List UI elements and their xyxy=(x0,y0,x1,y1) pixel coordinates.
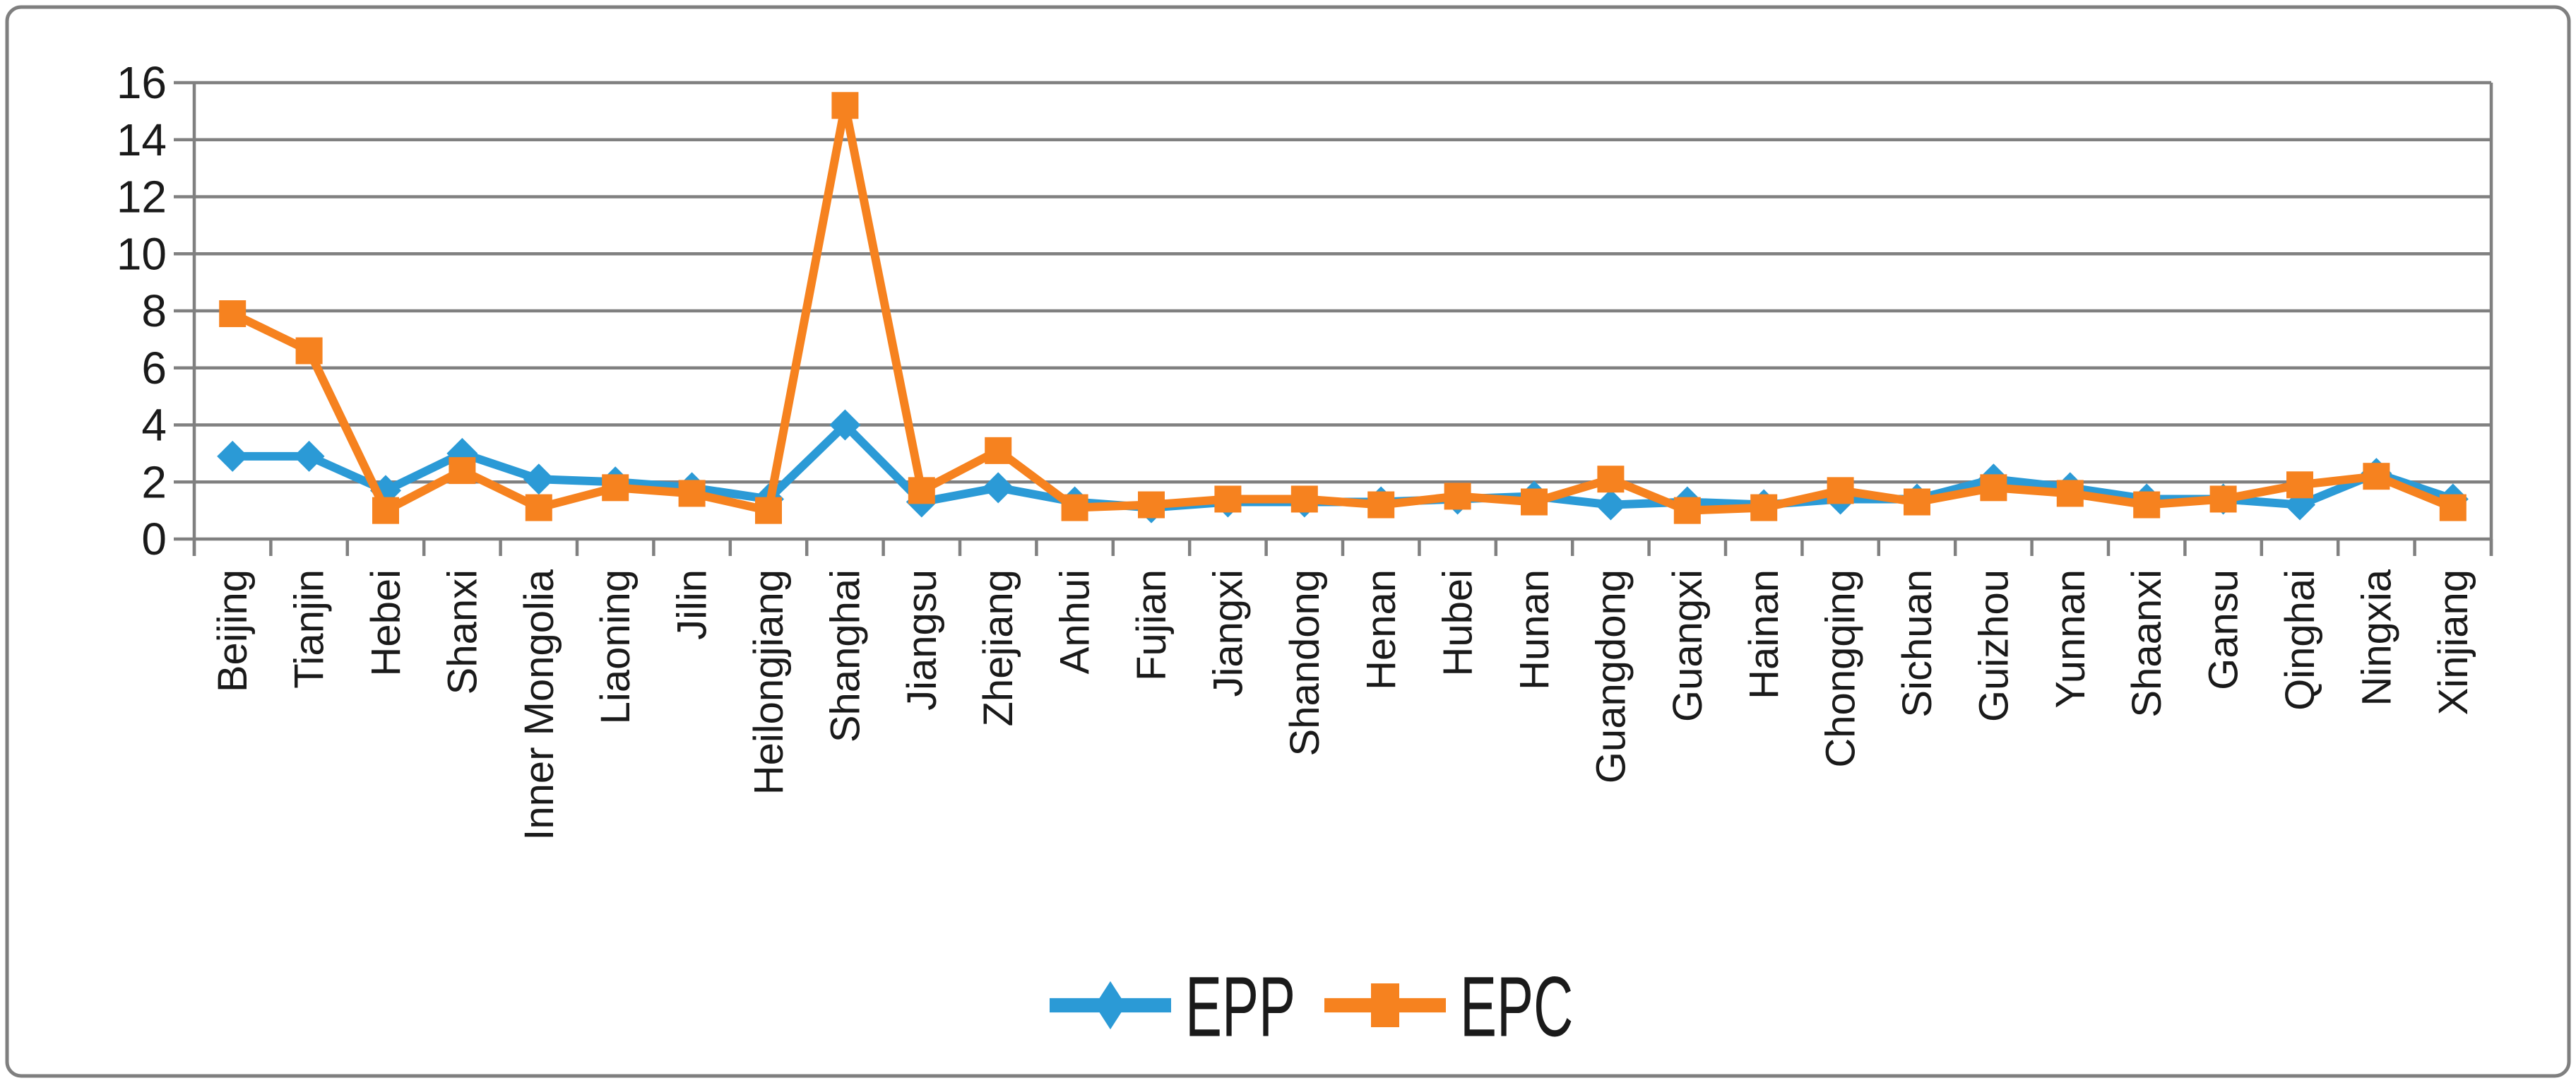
gridlines xyxy=(174,81,2491,541)
epc-marker-square xyxy=(1827,477,1854,504)
epp-marker-diamond xyxy=(217,440,249,472)
x-tick-label: Chongqing xyxy=(1818,569,1864,768)
x-tick-label: Shandong xyxy=(1282,569,1328,756)
figure-border xyxy=(5,5,2571,1078)
epc-marker-square xyxy=(1444,483,1471,510)
x-tick-label: Beijing xyxy=(210,569,256,692)
epc-marker-square xyxy=(1061,494,1088,521)
epc-marker-square xyxy=(2056,480,2084,507)
epp-marker-diamond xyxy=(829,409,861,441)
x-tick-label: Tianjin xyxy=(287,569,333,689)
x-tick-label: Shanxi xyxy=(439,569,485,694)
epc-line xyxy=(230,101,2455,515)
epc-marker-square xyxy=(908,477,935,504)
epc-marker-square xyxy=(678,480,706,507)
x-tick-label: Gansu xyxy=(2201,569,2247,690)
x-tick-label: Hainan xyxy=(1741,569,1787,699)
epc-marker-square xyxy=(1138,491,1165,519)
x-tick-label: Hubei xyxy=(1435,569,1481,677)
epc-marker-square xyxy=(1980,474,2007,502)
x-tick-label: Sichuan xyxy=(1894,569,1940,718)
epc-marker-square xyxy=(2133,491,2161,519)
x-tick-label: Inner Mongolia xyxy=(516,569,562,840)
x-tick-label: Qinghai xyxy=(2277,569,2323,711)
epp-marker-diamond xyxy=(293,440,325,472)
x-tick-label: Guizhou xyxy=(1971,569,2017,722)
epp-marker-diamond xyxy=(983,472,1014,504)
y-tick-label: 8 xyxy=(141,285,167,336)
epp-legend-label: EPP xyxy=(1185,959,1295,1054)
epc-marker-square xyxy=(1750,494,1778,521)
x-tick-label: Xinjiang xyxy=(2430,569,2476,715)
x-tick-label: Liaoning xyxy=(593,569,639,724)
y-tick-label: 0 xyxy=(141,514,167,564)
epc-marker-square xyxy=(219,300,247,328)
x-tick-label: Zhejiang xyxy=(975,569,1021,726)
x-tick-label: Jiangxi xyxy=(1205,569,1251,697)
epc-marker-square xyxy=(831,92,859,119)
epc-marker-square xyxy=(1214,485,1242,513)
axes xyxy=(192,83,2493,556)
x-tick-label: Fujian xyxy=(1129,569,1175,681)
epc-marker-square xyxy=(2439,494,2467,521)
series-epc xyxy=(219,92,2467,524)
x-tick-label: Ningxia xyxy=(2354,569,2399,706)
epc-legend-square-icon xyxy=(1371,983,1399,1027)
epc-marker-square xyxy=(525,494,552,521)
epc-marker-square xyxy=(1290,485,1318,513)
y-tick-label: 12 xyxy=(117,172,167,223)
x-tick-label: Hebei xyxy=(363,569,409,677)
legend: EPP EPC xyxy=(1050,959,1573,1055)
epc-marker-square xyxy=(602,474,629,502)
x-axis-labels: Beijing Tianjin Hebei Shanxi Inner Mongolia L… xyxy=(210,569,2476,840)
epc-marker-square xyxy=(1521,488,1548,516)
x-tick-label: Heilongjiang xyxy=(746,569,792,795)
epc-marker-square xyxy=(1367,491,1395,519)
epc-marker-square xyxy=(2286,471,2313,499)
x-tick-label: Guangxi xyxy=(1665,569,1711,722)
epp-marker-diamond xyxy=(1595,489,1627,521)
epc-marker-square xyxy=(1904,488,1930,516)
y-tick-label: 10 xyxy=(117,228,167,279)
y-tick-label: 14 xyxy=(117,114,167,165)
x-tick-label: Hunan xyxy=(1512,569,1557,690)
x-tick-label: Guangdong xyxy=(1588,569,1634,783)
epc-marker-square xyxy=(1597,466,1625,493)
epc-marker-square xyxy=(2363,463,2390,490)
epp-legend-diamond-icon xyxy=(1095,981,1126,1030)
epc-marker-square xyxy=(755,497,782,524)
x-tick-label: Shanghai xyxy=(822,569,868,742)
x-tick-label: Shaanxi xyxy=(2124,569,2170,718)
epc-legend-label: EPC xyxy=(1460,959,1573,1054)
x-tick-label: Jiangsu xyxy=(899,569,945,711)
y-tick-label: 6 xyxy=(141,343,167,393)
legend-item-epc: EPC xyxy=(1324,959,1573,1055)
epp-line xyxy=(232,420,2455,512)
epc-marker-square xyxy=(372,497,399,524)
y-tick-label: 16 xyxy=(117,57,167,108)
x-tick-label: Anhui xyxy=(1052,569,1098,674)
epc-marker-square xyxy=(449,457,476,485)
epc-marker-square xyxy=(2209,485,2237,513)
legend-item-epp: EPP xyxy=(1050,959,1295,1055)
x-tick-label: Jilin xyxy=(670,569,716,640)
y-tick-label: 4 xyxy=(141,400,167,451)
x-tick-label: Henan xyxy=(1358,569,1404,690)
epp-marker-diamond xyxy=(523,463,554,495)
epc-marker-square xyxy=(295,337,323,365)
epc-marker-square xyxy=(1673,497,1701,524)
epc-marker-square xyxy=(985,437,1012,464)
x-tick-label: Yunnan xyxy=(2048,569,2094,709)
y-tick-label: 2 xyxy=(141,456,167,507)
